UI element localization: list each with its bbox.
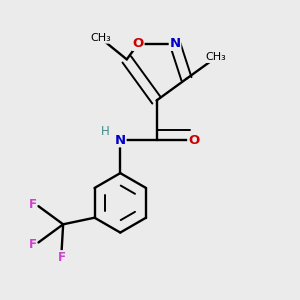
Text: O: O <box>188 134 199 147</box>
Text: F: F <box>28 238 37 250</box>
Text: O: O <box>133 37 144 50</box>
Text: CH₃: CH₃ <box>206 52 226 62</box>
Text: N: N <box>169 37 181 50</box>
Text: CH₃: CH₃ <box>90 33 111 43</box>
Text: H: H <box>101 125 110 138</box>
Text: F: F <box>28 198 37 211</box>
Text: F: F <box>58 251 65 264</box>
Text: N: N <box>115 134 126 147</box>
